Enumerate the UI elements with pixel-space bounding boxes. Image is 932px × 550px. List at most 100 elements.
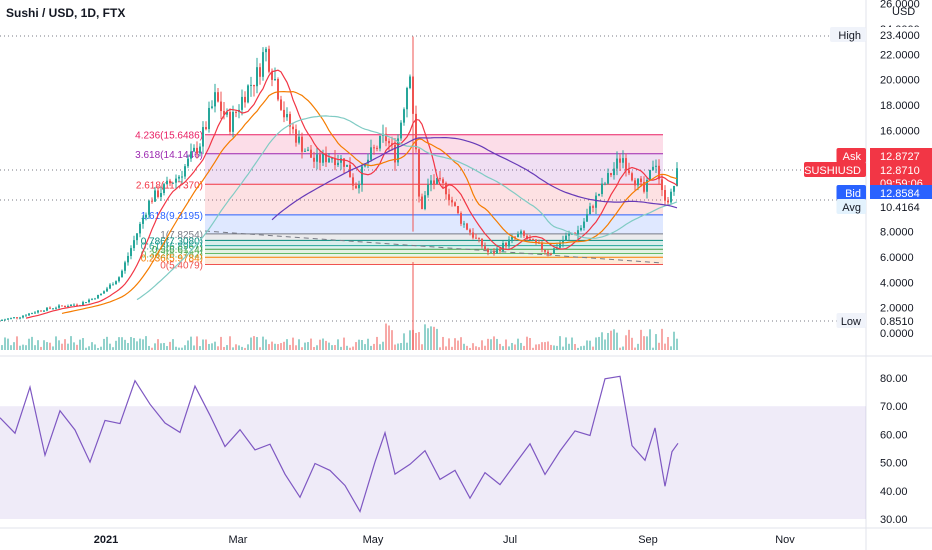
- candle-body: [586, 214, 588, 222]
- candle-body: [283, 109, 285, 118]
- rsi-pane[interactable]: [0, 375, 679, 514]
- volume-bar: [367, 338, 369, 350]
- candle-body: [658, 165, 660, 180]
- volume-bar: [436, 328, 438, 350]
- candle-body: [49, 307, 51, 309]
- volume-bar: [355, 342, 357, 350]
- volume-bar: [538, 344, 540, 350]
- candle-body: [601, 183, 603, 195]
- candle-body: [142, 217, 144, 224]
- candle-body: [4, 319, 6, 321]
- candle-body: [301, 136, 303, 152]
- volume-bar: [298, 339, 300, 350]
- candle-body: [208, 107, 210, 130]
- symbol-title[interactable]: Sushi / USD, 1D, FTX: [6, 6, 126, 20]
- price-tag-value-bg: [870, 148, 932, 163]
- volume-bar: [238, 345, 240, 350]
- candle-body: [337, 162, 339, 166]
- volume-bar: [166, 346, 168, 350]
- volume-bar: [601, 332, 603, 350]
- candle-body: [625, 158, 627, 171]
- volume-bar: [115, 340, 117, 350]
- volume-bar: [265, 339, 267, 350]
- volume-bar: [217, 346, 219, 350]
- rsi-band: [0, 406, 866, 519]
- volume-bar: [19, 345, 21, 350]
- volume-bar: [208, 343, 210, 350]
- candle-body: [517, 233, 519, 238]
- volume-bar: [568, 343, 570, 350]
- price-tag-label-bg: [836, 185, 866, 200]
- volume-bar: [361, 340, 363, 350]
- volume-bar: [457, 340, 459, 350]
- volume-bar: [313, 346, 315, 350]
- volume-bar: [46, 342, 48, 350]
- candle-body: [202, 127, 204, 147]
- candle-body: [460, 213, 462, 224]
- volume-bar: [319, 339, 321, 350]
- volume-bar: [472, 343, 474, 350]
- volume-bar: [307, 342, 309, 350]
- price-tick-label: 18.0000: [880, 100, 920, 112]
- candle-body: [403, 109, 405, 123]
- candle-body: [646, 179, 648, 192]
- price-tag-label: Ask: [843, 151, 862, 163]
- volume-bar: [427, 328, 429, 350]
- candle-body: [172, 182, 174, 184]
- volume-bar: [190, 336, 192, 350]
- volume-bar: [559, 336, 561, 350]
- candle-body: [634, 180, 636, 186]
- volume-bar: [229, 336, 231, 350]
- candlestick-series[interactable]: [1, 36, 678, 321]
- volume-bar: [385, 323, 387, 350]
- volume-bar: [433, 326, 435, 350]
- volume-bar: [28, 338, 30, 350]
- volume-bar: [424, 324, 426, 350]
- candle-body: [118, 277, 120, 282]
- volume-bar: [592, 346, 594, 350]
- candle-body: [535, 239, 537, 243]
- candle-body: [655, 165, 657, 167]
- volume-bar: [673, 331, 675, 350]
- volume-bar: [667, 337, 669, 350]
- volume-bar: [418, 332, 420, 350]
- volume-bar: [382, 341, 384, 350]
- candle-body: [496, 248, 498, 254]
- candle-body: [166, 180, 168, 185]
- volume-bar: [343, 337, 345, 350]
- candle-body: [376, 147, 378, 149]
- candle-body: [598, 194, 600, 196]
- volume-bar: [547, 341, 549, 350]
- volume-bar: [16, 336, 18, 350]
- candle-body: [241, 96, 243, 110]
- volume-bar: [172, 339, 174, 350]
- price-tag-label-bg: [804, 162, 866, 177]
- candle-body: [418, 149, 420, 197]
- volume-bar: [184, 345, 186, 350]
- volume-bar: [595, 337, 597, 350]
- volume-bar: [13, 342, 15, 350]
- volume-bar: [511, 342, 513, 350]
- candle-body: [544, 249, 546, 252]
- volume-bar: [469, 347, 471, 350]
- volume-bar: [22, 344, 24, 350]
- volume-bar: [148, 345, 150, 350]
- volume-bar: [100, 346, 102, 350]
- moving-averages[interactable]: [25, 69, 678, 319]
- candle-body: [121, 270, 123, 278]
- volume-bar: [196, 336, 198, 350]
- candle-body: [628, 170, 630, 174]
- candle-body: [34, 312, 36, 314]
- candle-body: [484, 246, 486, 250]
- candle-body: [565, 235, 567, 241]
- volume-bar: [88, 346, 90, 350]
- candle-body: [61, 305, 63, 307]
- volume-bar: [628, 329, 630, 350]
- candle-body: [196, 147, 198, 154]
- candle-body: [67, 306, 69, 308]
- candle-body: [619, 158, 621, 163]
- fibonacci-extension[interactable]: 4.236(15.6486) 3.618(14.1446) 2.618(11.737…: [135, 131, 664, 272]
- volume-bar: [589, 340, 591, 350]
- candle-body: [175, 178, 177, 183]
